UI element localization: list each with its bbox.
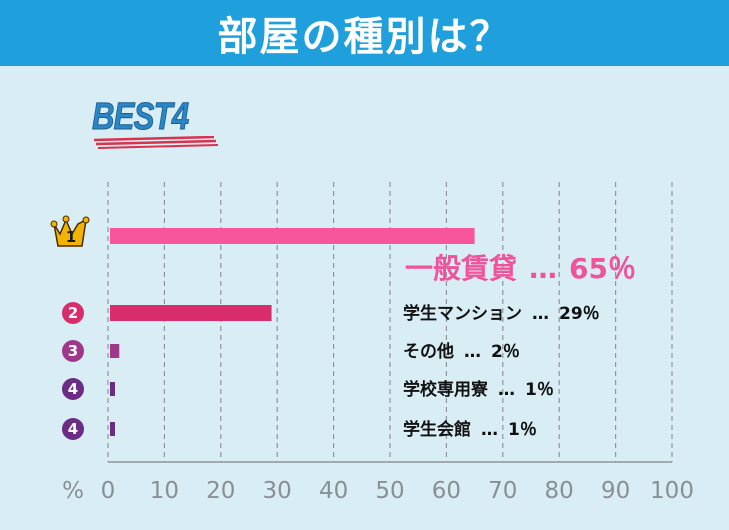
x-tick-label: 80: [545, 478, 574, 504]
rank-number: 3: [68, 342, 78, 360]
x-tick-label: 50: [375, 478, 404, 504]
data-label: 一般賃貸… 65％: [405, 252, 636, 285]
best-badge: BEST4: [92, 96, 222, 156]
x-tick-label: 60: [432, 478, 461, 504]
crown-icon: [53, 218, 87, 247]
x-tick-label: 40: [319, 478, 348, 504]
axis-unit-label: %: [62, 478, 84, 504]
rank-number: 2: [68, 304, 78, 322]
rank-number: 1: [66, 228, 76, 246]
bar: [110, 305, 272, 321]
circle-2-icon: [62, 302, 84, 324]
crown-jewel: [50, 220, 58, 228]
circle-3-icon: [62, 340, 84, 362]
crown-jewel: [82, 216, 90, 224]
x-tick-label: 70: [488, 478, 517, 504]
bar: [110, 382, 115, 396]
crown-jewel: [62, 215, 70, 223]
page-title: 部屋の種別は？: [217, 14, 512, 60]
data-label: その他… 2％: [403, 341, 520, 362]
header-bar: 部屋の種別は？: [0, 0, 729, 66]
best-underline: [93, 136, 219, 149]
x-tick-label: 30: [263, 478, 292, 504]
bar: [110, 228, 475, 244]
rank-number: 4: [68, 380, 78, 398]
best-label: BEST4: [92, 96, 190, 139]
data-label: 学生会館… 1％: [403, 419, 537, 440]
data-label: 学校専用寮… 1％: [403, 379, 554, 400]
data-label: 学生マンション… 29％: [403, 303, 600, 324]
x-tick-label: 0: [101, 478, 116, 504]
rank-number: 4: [68, 420, 78, 438]
x-tick-label: 90: [601, 478, 630, 504]
x-tick-label: 100: [650, 478, 694, 504]
bar: [110, 344, 120, 358]
circle-4-icon: [62, 378, 84, 400]
bar: [110, 422, 115, 436]
x-tick-label: 20: [206, 478, 235, 504]
x-tick-label: 10: [150, 478, 179, 504]
circle-4-icon: [62, 418, 84, 440]
